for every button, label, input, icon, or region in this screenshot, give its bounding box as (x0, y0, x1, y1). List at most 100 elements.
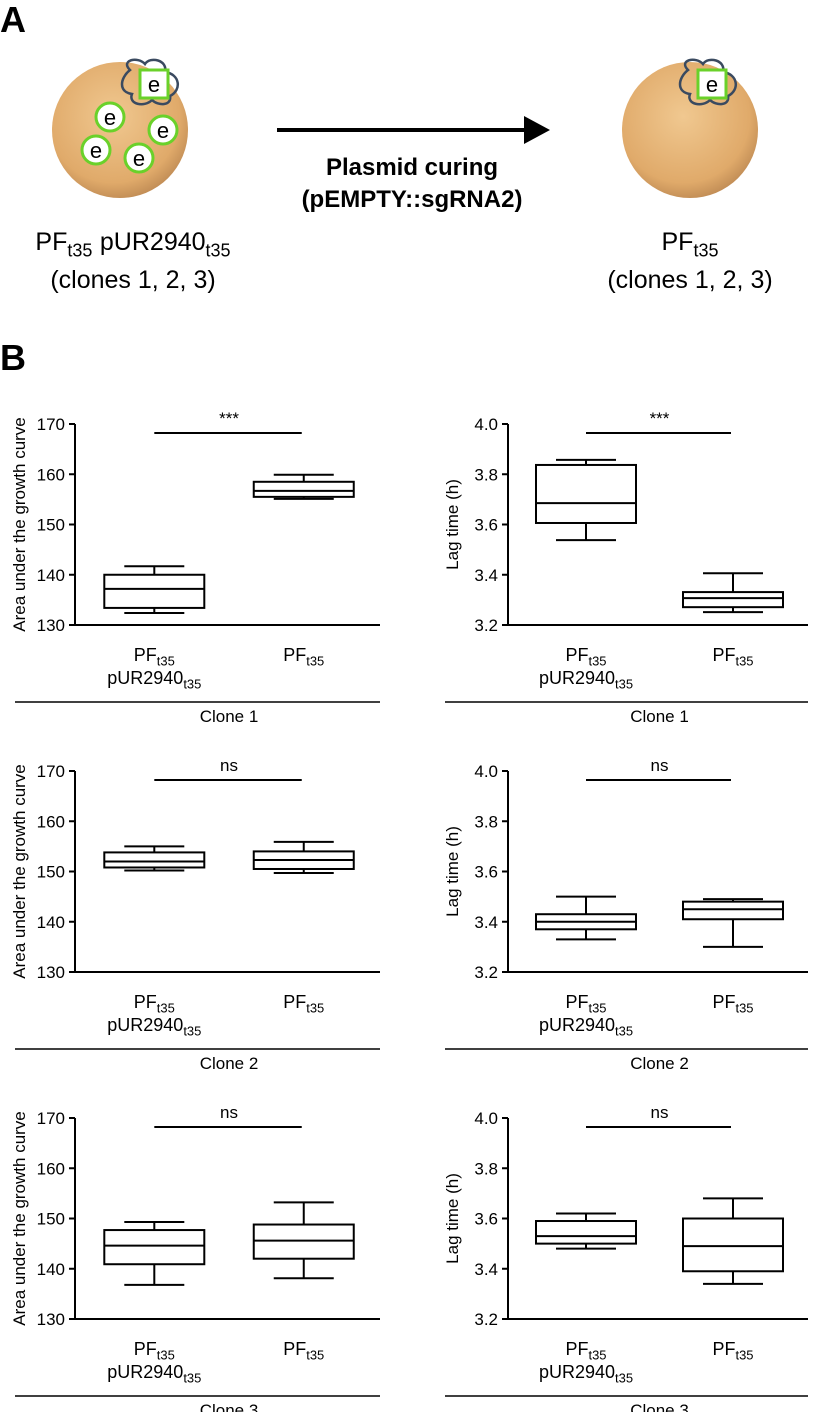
y-tick-label: 130 (37, 1310, 65, 1329)
cell-label: PFt35 (662, 228, 719, 260)
label-subscript: t35 (157, 1001, 175, 1016)
arrow-head (524, 116, 550, 144)
y-tick-label: 140 (37, 913, 65, 932)
label-text: pUR2940 (100, 228, 206, 256)
y-tick-label: 3.2 (474, 1310, 498, 1329)
y-axis-label: Lag time (h) (443, 826, 462, 917)
label-text: PF (565, 645, 588, 665)
label-text: PF (712, 992, 735, 1012)
label-text: pUR2940 (107, 1015, 183, 1035)
x-tick-label: PFt35 (712, 645, 753, 669)
y-tick-label: 3.6 (474, 516, 498, 535)
y-tick-label: 4.0 (474, 1109, 498, 1128)
label-text: PF (283, 645, 306, 665)
marker-box (138, 68, 170, 100)
y-axis-label: Area under the growth curve (10, 764, 29, 979)
x-tick-label: pUR2940t35 (539, 1362, 633, 1386)
significance: *** (219, 409, 239, 428)
label-subscript: t35 (183, 1024, 201, 1039)
marker-box (696, 68, 728, 100)
significance: ns (220, 756, 238, 775)
marker: e (157, 118, 169, 143)
x-tick-label: PFt35 (283, 1339, 324, 1363)
label-text: PF (134, 992, 157, 1012)
plasmid (80, 134, 112, 166)
plasmid (147, 114, 179, 146)
label-subscript: t35 (589, 1001, 607, 1016)
marker: e (90, 138, 102, 163)
y-axis-label: Lag time (h) (443, 479, 462, 570)
marker: e (148, 72, 160, 97)
significance: *** (650, 409, 670, 428)
box (535, 463, 637, 524)
group-label: Clone 3 (200, 1401, 259, 1412)
y-axis-label: Area under the growth curve (10, 417, 29, 632)
label-subscript: t35 (306, 1348, 324, 1363)
label-subscript: t35 (183, 1371, 201, 1386)
group-label: Clone 1 (200, 707, 259, 726)
plasmid (123, 142, 155, 174)
y-tick-label: 150 (37, 863, 65, 882)
significance: ns (220, 1103, 238, 1122)
label-text: pUR2940 (539, 668, 615, 688)
box (682, 900, 784, 921)
x-tick-label: PFt35 (712, 992, 753, 1016)
box (682, 1217, 784, 1273)
box (103, 851, 206, 869)
x-tick-label: pUR2940t35 (107, 668, 201, 692)
label-subscript: t35 (589, 1348, 607, 1363)
y-tick-label: 3.6 (474, 1210, 498, 1229)
y-tick-label: 3.8 (474, 812, 498, 831)
label-subscript: t35 (589, 654, 607, 669)
label-subscript: t35 (67, 240, 92, 260)
label-text: PF (565, 1339, 588, 1359)
significance: ns (651, 1103, 669, 1122)
group-label: Clone 3 (630, 1401, 689, 1412)
x-tick-label: PFt35 (712, 1339, 753, 1363)
x-tick-label: PFt35 (134, 992, 175, 1016)
label-text: PF (565, 992, 588, 1012)
y-tick-label: 170 (37, 415, 65, 434)
cell-sublabel: (clones 1, 2, 3) (607, 266, 772, 294)
cell (622, 62, 758, 198)
label-subscript: t35 (183, 677, 201, 692)
y-tick-label: 3.4 (474, 913, 498, 932)
y-axis-label: Area under the growth curve (10, 1111, 29, 1326)
group-label: Clone 2 (200, 1054, 259, 1073)
label-subscript: t35 (736, 1001, 754, 1016)
box (682, 591, 784, 609)
label-subscript: t35 (306, 654, 324, 669)
chromosome (120, 58, 179, 106)
y-tick-label: 140 (37, 1260, 65, 1279)
label-subscript: t35 (206, 240, 231, 260)
label-subscript: t35 (157, 654, 175, 669)
y-tick-label: 170 (37, 762, 65, 781)
box (103, 573, 206, 609)
marker: e (133, 146, 145, 171)
y-tick-label: 3.2 (474, 616, 498, 635)
y-tick-label: 170 (37, 1109, 65, 1128)
label-text: pUR2940 (539, 1015, 615, 1035)
box (252, 1223, 355, 1260)
x-tick-label: PFt35 (283, 645, 324, 669)
y-axis-label: Lag time (h) (443, 1173, 462, 1264)
x-tick-label: pUR2940t35 (539, 1015, 633, 1039)
chromosome (678, 58, 737, 106)
label-text: PF (712, 645, 735, 665)
x-tick-label: pUR2940t35 (539, 668, 633, 692)
label-subscript: t35 (736, 654, 754, 669)
label-subscript: t35 (693, 240, 718, 260)
y-tick-label: 3.2 (474, 963, 498, 982)
x-tick-label: PFt35 (565, 645, 606, 669)
label-text: PF (35, 228, 67, 256)
cell-label: PFt35 pUR2940t35 (35, 228, 230, 260)
cell-sublabel: (clones 1, 2, 3) (50, 266, 215, 294)
x-tick-label: PFt35 (565, 1339, 606, 1363)
box (535, 1220, 637, 1245)
label-subscript: t35 (306, 1001, 324, 1016)
plasmid (94, 101, 126, 133)
label-text: PF (662, 228, 694, 256)
label-subscript: t35 (157, 1348, 175, 1363)
label-subscript: t35 (615, 1371, 633, 1386)
y-tick-label: 3.6 (474, 863, 498, 882)
